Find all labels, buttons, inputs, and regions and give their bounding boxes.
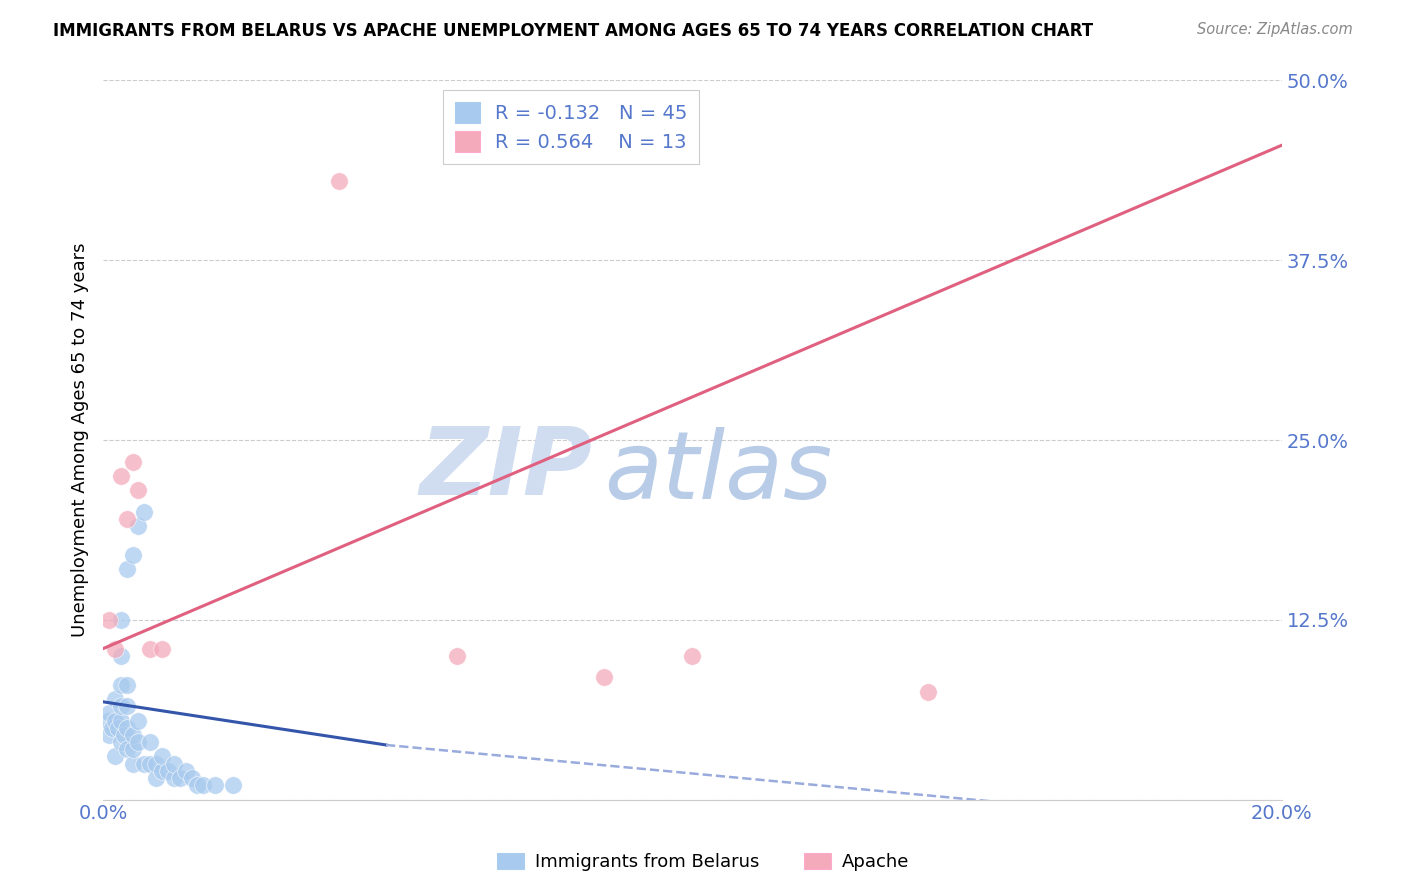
Point (446, 648, 468, 663)
Point (139, 756, 162, 771)
Point (121, 742, 143, 756)
Point (145, 756, 167, 771)
Text: IMMIGRANTS FROM BELARUS VS APACHE UNEMPLOYMENT AMONG AGES 65 TO 74 YEARS CORRELA: IMMIGRANTS FROM BELARUS VS APACHE UNEMPL… (53, 22, 1094, 40)
Legend: Immigrants from Belarus, Apache: Immigrants from Belarus, Apache (489, 846, 917, 879)
Legend: R = -0.132   N = 45, R = 0.564    N = 13: R = -0.132 N = 45, R = 0.564 N = 13 (443, 90, 699, 164)
Point (110, 677, 132, 691)
Text: ZIP: ZIP (419, 423, 592, 515)
Y-axis label: Unemployment Among Ages 65 to 74 years: Unemployment Among Ages 65 to 74 years (72, 243, 89, 637)
Point (163, 756, 186, 771)
Point (917, 685, 939, 699)
Point (127, 735, 149, 749)
Point (150, 749, 173, 764)
Point (193, 778, 215, 792)
Point (115, 677, 138, 691)
Point (115, 721, 138, 735)
Point (97, 714, 120, 728)
Point (115, 512, 138, 526)
Point (101, 721, 124, 735)
Point (98, 706, 121, 721)
Point (150, 764, 173, 778)
Point (593, 670, 616, 684)
Text: atlas: atlas (605, 427, 832, 518)
Point (110, 613, 132, 627)
Point (98, 613, 121, 627)
Point (104, 749, 127, 764)
Point (186, 778, 208, 792)
Point (204, 778, 226, 792)
Point (115, 742, 138, 756)
Point (328, 174, 350, 188)
Point (121, 756, 143, 771)
Point (163, 771, 186, 785)
Point (104, 692, 127, 706)
Point (682, 648, 704, 663)
Point (110, 648, 132, 663)
Point (104, 714, 127, 728)
Point (145, 771, 167, 785)
Point (110, 735, 132, 749)
Point (110, 699, 132, 714)
Point (127, 519, 149, 533)
Point (107, 721, 129, 735)
Point (180, 771, 202, 785)
Point (134, 505, 156, 519)
Point (156, 764, 179, 778)
Point (121, 548, 143, 562)
Point (222, 778, 245, 792)
Point (121, 728, 143, 742)
Point (134, 756, 156, 771)
Point (98, 728, 121, 742)
Point (139, 735, 162, 749)
Text: Source: ZipAtlas.com: Source: ZipAtlas.com (1197, 22, 1353, 37)
Point (110, 469, 132, 483)
Point (127, 714, 149, 728)
Point (121, 455, 143, 469)
Point (139, 641, 162, 656)
Point (115, 562, 138, 576)
Point (150, 641, 173, 656)
Point (115, 699, 138, 714)
Point (112, 728, 135, 742)
Point (169, 771, 191, 785)
Point (110, 714, 132, 728)
Point (174, 764, 197, 778)
Point (127, 483, 149, 498)
Point (104, 641, 127, 656)
